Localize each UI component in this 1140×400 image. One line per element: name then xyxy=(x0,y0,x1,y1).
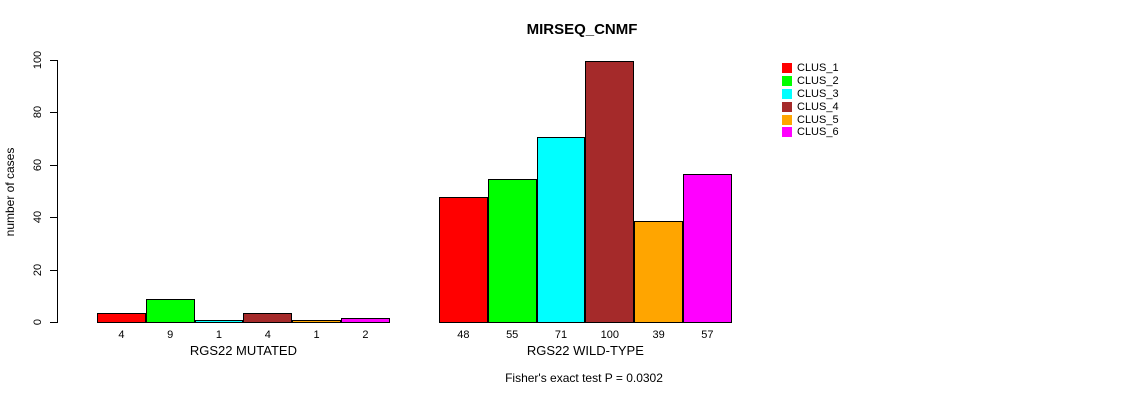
bar-clus_2-group1 xyxy=(145,299,195,323)
legend-swatch-icon xyxy=(782,127,792,138)
legend-swatch-icon xyxy=(782,63,792,74)
x-group-label: RGS22 WILD-TYPE xyxy=(526,343,644,358)
y-axis-tick-mark xyxy=(50,322,57,323)
bar-value-label: 4 xyxy=(264,329,271,341)
bar-value-label: 1 xyxy=(215,329,223,341)
y-axis-tick-label: 100 xyxy=(32,50,44,70)
legend-swatch-icon xyxy=(782,88,792,99)
bar-clus_5-group1 xyxy=(292,320,341,323)
bar-value-label: 1 xyxy=(313,329,320,341)
y-axis-tick-label: 40 xyxy=(32,211,44,224)
legend-item-label: CLUS_4 xyxy=(797,100,839,113)
y-axis-tick-label: 20 xyxy=(32,263,44,276)
y-axis-label: number of cases xyxy=(3,147,17,237)
legend-item-clus_5: CLUS_5 xyxy=(782,113,839,126)
bar-value-label: 48 xyxy=(457,329,470,341)
y-axis-line xyxy=(57,60,58,323)
y-axis-tick-mark xyxy=(50,269,57,271)
legend-item-label: CLUS_6 xyxy=(797,126,839,139)
legend-item-label: CLUS_5 xyxy=(797,113,839,126)
fisher-test-caption: Fisher's exact test P = 0.0302 xyxy=(505,371,663,385)
chart-title: MIRSEQ_CNMF xyxy=(526,21,638,38)
bar-value-label: 2 xyxy=(362,329,369,341)
y-axis-tick-mark xyxy=(50,60,57,61)
x-group-label: RGS22 MUTATED xyxy=(189,343,297,358)
bar-value-label: 39 xyxy=(652,329,665,341)
y-axis-tick-label: 0 xyxy=(32,318,44,326)
bar-clus_3-group1 xyxy=(194,320,244,323)
legend-item-label: CLUS_2 xyxy=(797,75,839,88)
legend-item-clus_3: CLUS_3 xyxy=(782,88,839,101)
bar-value-label: 55 xyxy=(506,329,519,341)
bar-value-label: 57 xyxy=(701,329,714,341)
bar-clus_6-group1 xyxy=(341,317,390,323)
y-axis-tick-mark xyxy=(50,112,57,114)
legend-item-clus_6: CLUS_6 xyxy=(782,126,839,139)
bar-clus_5-group2 xyxy=(634,220,683,323)
bar-clus_4-group1 xyxy=(243,312,293,323)
bar-value-label: 100 xyxy=(600,329,619,341)
y-axis-tick-mark xyxy=(50,164,57,166)
bar-value-label: 9 xyxy=(167,329,174,341)
legend-swatch-icon xyxy=(782,114,792,125)
legend-item-clus_1: CLUS_1 xyxy=(782,62,839,75)
legend-item-label: CLUS_1 xyxy=(797,62,839,75)
legend-swatch-icon xyxy=(782,101,792,112)
bar-clus_6-group2 xyxy=(683,173,732,323)
legend-swatch-icon xyxy=(782,76,792,87)
legend-item-clus_4: CLUS_4 xyxy=(782,100,839,113)
legend-item-label: CLUS_3 xyxy=(797,87,839,100)
y-axis-tick-label: 60 xyxy=(32,158,44,171)
legend: CLUS_1 CLUS_2 CLUS_3 CLUS_4 CLUS_5 CLUS_6 xyxy=(782,62,839,139)
bar-clus_3-group2 xyxy=(536,137,586,323)
bar-value-label: 4 xyxy=(118,329,125,341)
bar-clus_1-group1 xyxy=(97,312,146,323)
bar-value-label: 71 xyxy=(554,329,568,341)
y-axis-tick-mark xyxy=(50,217,57,219)
bar-clus_1-group2 xyxy=(439,197,488,323)
bar-clus_4-group2 xyxy=(585,61,635,323)
y-axis-tick-label: 80 xyxy=(32,106,44,119)
legend-item-clus_2: CLUS_2 xyxy=(782,75,839,88)
bar-clus_2-group2 xyxy=(487,178,537,323)
